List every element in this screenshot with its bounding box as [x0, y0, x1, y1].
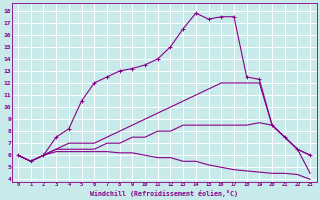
X-axis label: Windchill (Refroidissement éolien,°C): Windchill (Refroidissement éolien,°C) — [90, 190, 238, 197]
